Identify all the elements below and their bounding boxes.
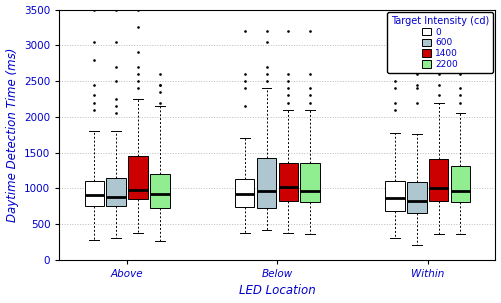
PathPatch shape bbox=[407, 182, 427, 213]
PathPatch shape bbox=[85, 181, 104, 206]
PathPatch shape bbox=[257, 158, 276, 208]
PathPatch shape bbox=[429, 159, 448, 201]
PathPatch shape bbox=[235, 179, 255, 207]
PathPatch shape bbox=[128, 156, 148, 199]
PathPatch shape bbox=[279, 163, 298, 201]
PathPatch shape bbox=[106, 178, 126, 206]
PathPatch shape bbox=[300, 163, 320, 202]
PathPatch shape bbox=[150, 174, 169, 208]
PathPatch shape bbox=[451, 166, 470, 202]
PathPatch shape bbox=[385, 181, 405, 211]
Legend: 0, 600, 1400, 2200: 0, 600, 1400, 2200 bbox=[387, 12, 493, 73]
Y-axis label: Daytime Detection Time (ms): Daytime Detection Time (ms) bbox=[6, 48, 19, 222]
X-axis label: LED Location: LED Location bbox=[239, 285, 316, 298]
